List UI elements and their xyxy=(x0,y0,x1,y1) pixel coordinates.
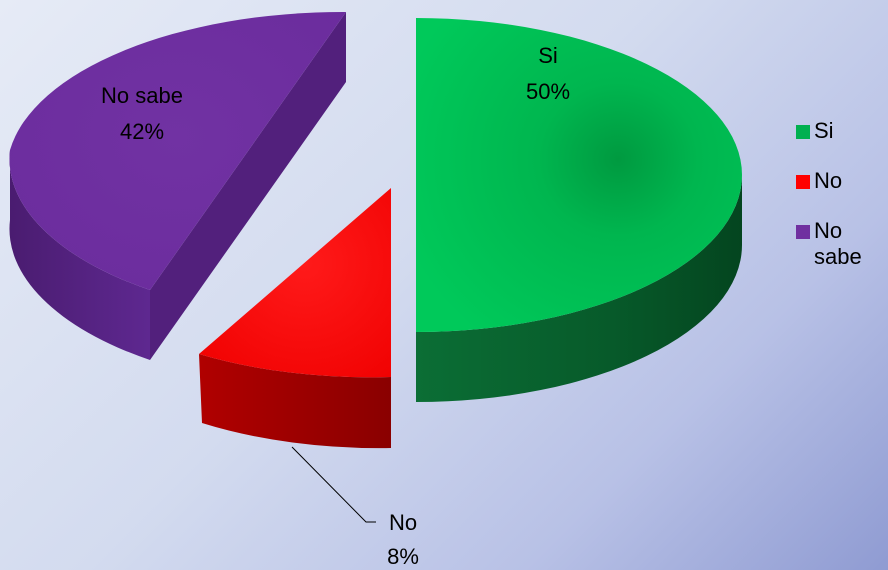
label-si-value: 50% xyxy=(526,79,570,104)
slice-no-sabe xyxy=(9,11,347,290)
label-no-value: 8% xyxy=(387,544,419,569)
legend-swatch-si xyxy=(796,125,810,139)
label-si-name: Si xyxy=(538,43,558,68)
legend-item-no-sabe: No sabe xyxy=(796,218,888,270)
slice-no-side xyxy=(199,354,391,449)
label-no-name: No xyxy=(389,510,417,535)
slice-no xyxy=(199,188,391,378)
legend-swatch-no-sabe xyxy=(796,225,810,239)
chart-legend: Si No No sabe xyxy=(796,118,888,294)
label-no-sabe-name: No sabe xyxy=(101,83,183,108)
legend-item-no: No xyxy=(796,168,888,194)
slice-no-sabe-side xyxy=(9,150,151,360)
legend-label-no: No xyxy=(814,168,843,193)
slice-si-side xyxy=(416,175,742,402)
legend-swatch-no xyxy=(796,175,810,189)
slice-no-sabe-cut-face xyxy=(150,12,346,360)
label-no-sabe-value: 42% xyxy=(120,119,164,144)
legend-label-no-sabe: No sabe xyxy=(814,218,862,269)
slice-si xyxy=(416,18,742,332)
legend-item-si: Si xyxy=(796,118,888,144)
no-label-leader xyxy=(291,446,376,523)
legend-label-si: Si xyxy=(814,118,834,143)
